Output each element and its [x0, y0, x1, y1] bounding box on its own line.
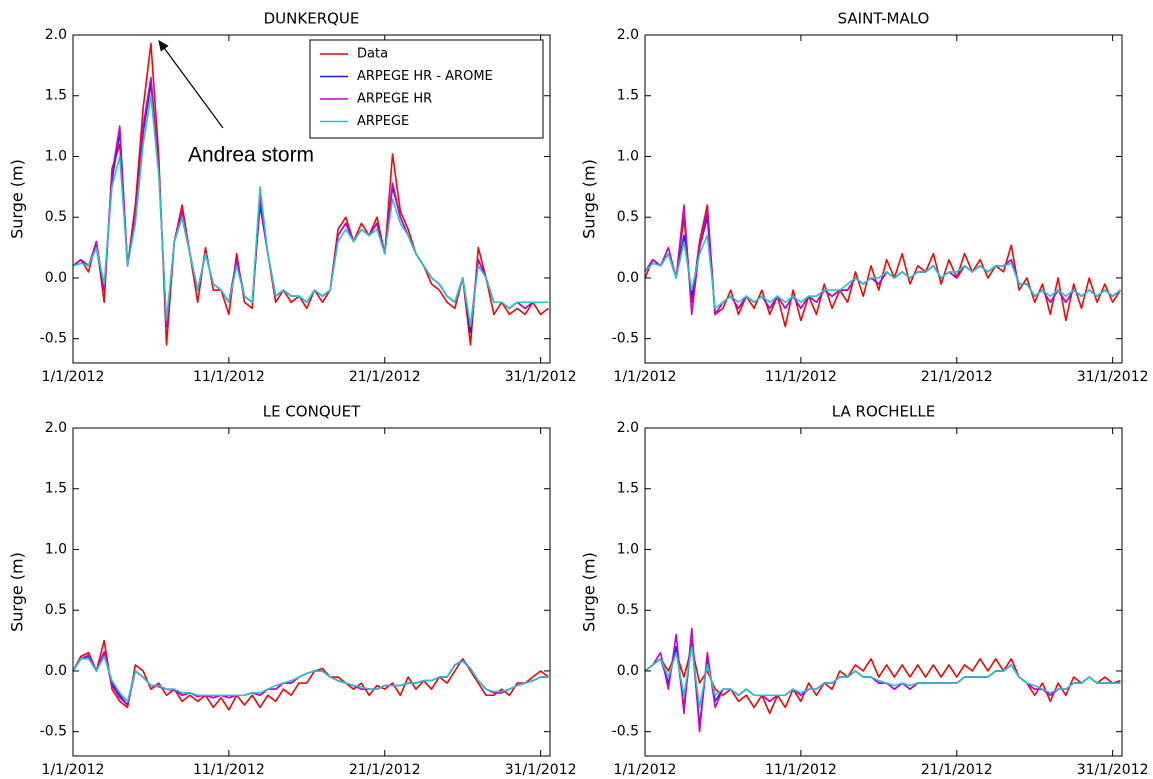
legend: Data ARPEGE HR - AROME ARPEGE HR ARPEGE	[309, 39, 544, 139]
y-tick-label: 1.5	[617, 481, 639, 497]
x-tick-label: 21/1/2012	[921, 762, 993, 778]
chart-title: SAINT-MALO	[838, 10, 930, 28]
y-tick-label: 0.0	[45, 270, 67, 286]
y-tick-label: 2.0	[617, 27, 639, 43]
x-tick-label: 21/1/2012	[349, 762, 421, 778]
x-tick-label: 11/1/2012	[193, 369, 265, 385]
series-line	[72, 639, 549, 711]
y-axis-label: Surge (m)	[580, 159, 599, 239]
axes-frame	[644, 34, 1123, 364]
annotation-arrow	[158, 40, 224, 129]
annotation: Andrea storm	[188, 144, 314, 167]
y-tick-label: 1.0	[617, 541, 639, 557]
y-tick-label: 1.5	[45, 481, 67, 497]
x-tick-label: 31/1/2012	[1077, 369, 1149, 385]
x-tick-label: 31/1/2012	[1077, 762, 1149, 778]
axes-frame	[72, 427, 551, 757]
series-line	[72, 655, 549, 703]
chart-title: DUNKERQUE	[264, 10, 360, 28]
series-line	[72, 42, 549, 346]
y-tick-label: 0.0	[617, 270, 639, 286]
axes-frame	[644, 427, 1123, 757]
panel: -0.5 0.0 0.5 1.0 1.5 2.0 1/1/2012 11/1/2012 21/1…	[580, 10, 1149, 386]
x-tick-label: 1/1/2012	[614, 369, 677, 385]
series-line	[644, 234, 1121, 310]
x-tick-label: 31/1/2012	[505, 369, 577, 385]
y-axis-label: Surge (m)	[580, 552, 599, 632]
y-axis-label: Surge (m)	[8, 159, 27, 239]
panel: -0.5 0.0 0.5 1.0 1.5 2.0 1/1/2012 11/1/2012 21/1…	[580, 403, 1149, 779]
axes-frame	[72, 34, 551, 364]
y-tick-label: 1.0	[45, 148, 67, 164]
x-tick-label: 21/1/2012	[349, 369, 421, 385]
plot-area	[73, 428, 550, 756]
x-tick-label: 1/1/2012	[42, 762, 105, 778]
y-tick-label: 1.0	[617, 148, 639, 164]
series-line	[72, 94, 549, 328]
legend-label: ARPEGE HR	[357, 92, 432, 107]
y-tick-label: -0.5	[612, 724, 639, 740]
plot-area	[645, 428, 1122, 756]
chart-title: LA ROCHELLE	[832, 403, 935, 421]
y-tick-label: 2.0	[45, 420, 67, 436]
y-tick-label: -0.5	[40, 724, 67, 740]
y-tick-label: -0.5	[40, 331, 67, 347]
y-tick-label: 0.5	[45, 602, 67, 618]
y-tick-label: 1.0	[45, 541, 67, 557]
legend-label: Data	[357, 47, 388, 62]
plot-area	[645, 35, 1122, 363]
x-tick-label: 21/1/2012	[921, 369, 993, 385]
y-tick-label: 1.5	[617, 88, 639, 104]
y-tick-label: 0.5	[45, 209, 67, 225]
panel: -0.5 0.0 0.5 1.0 1.5 2.0 1/1/2012 11/1/2012 21/1…	[8, 10, 577, 386]
x-tick-label: 31/1/2012	[505, 762, 577, 778]
y-tick-label: -0.5	[612, 331, 639, 347]
series-line	[644, 645, 1121, 709]
x-tick-label: 11/1/2012	[765, 369, 837, 385]
chart-title: LE CONQUET	[263, 403, 361, 421]
x-tick-label: 1/1/2012	[42, 369, 105, 385]
y-tick-label: 0.5	[617, 602, 639, 618]
series-line	[644, 645, 1121, 715]
x-tick-label: 11/1/2012	[193, 762, 265, 778]
y-tick-label: 2.0	[617, 420, 639, 436]
y-tick-label: 0.5	[617, 209, 639, 225]
x-tick-label: 11/1/2012	[765, 762, 837, 778]
y-tick-label: 2.0	[45, 27, 67, 43]
y-tick-label: 1.5	[45, 88, 67, 104]
x-tick-label: 1/1/2012	[614, 762, 677, 778]
y-axis-label: Surge (m)	[8, 552, 27, 632]
legend-label: ARPEGE	[357, 114, 409, 129]
y-tick-label: 0.0	[45, 663, 67, 679]
panel: -0.5 0.0 0.5 1.0 1.5 2.0 1/1/2012 11/1/2012 21/1…	[8, 403, 577, 779]
legend-label: ARPEGE HR - AROME	[357, 69, 493, 84]
legend-box	[309, 39, 544, 139]
y-tick-label: 0.0	[617, 663, 639, 679]
